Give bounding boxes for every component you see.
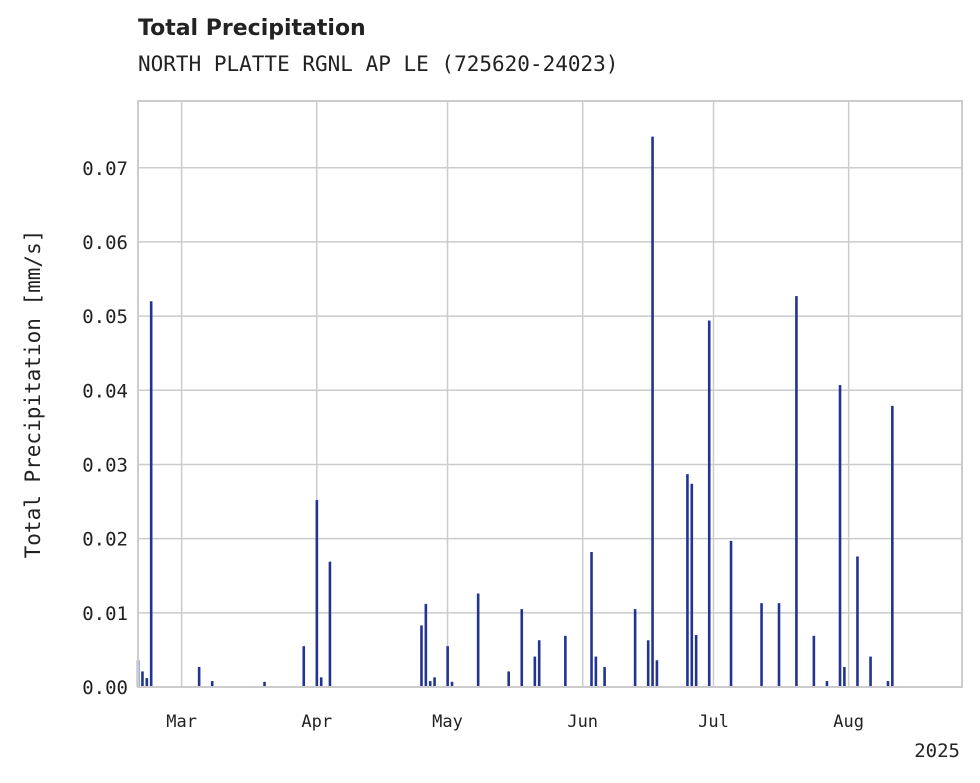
precipitation-bar (319, 677, 323, 687)
y-tick-label: 0.05 (82, 306, 128, 328)
precipitation-bar (603, 666, 606, 687)
precipitation-bar (594, 656, 598, 687)
x-tick-label: Jun (567, 712, 598, 732)
precipitation-bar (433, 677, 436, 687)
precipitation-bar (886, 681, 890, 687)
chart-title: Total Precipitation (138, 16, 366, 41)
precipitation-bar (655, 660, 659, 687)
precipitation-bar (197, 666, 201, 687)
grid-lines (138, 101, 962, 688)
precipitation-bar (141, 671, 144, 687)
precipitation-bar (694, 635, 698, 687)
precipitation-bar (145, 678, 149, 687)
y-tick-label: 0.02 (82, 529, 128, 551)
precipitation-bar (420, 625, 423, 687)
precipitation-bar (533, 656, 537, 687)
precipitation-bar (869, 656, 872, 687)
precipitation-bar (690, 483, 694, 687)
precipitation-bar (424, 603, 428, 687)
precipitation-bar (450, 681, 454, 687)
precipitation-bar (651, 136, 654, 688)
y-tick-label: 0.03 (82, 454, 128, 476)
precipitation-bar (263, 681, 266, 687)
precipitation-bar (686, 474, 689, 687)
y-tick-label: 0.04 (82, 380, 128, 402)
precipitation-bar (812, 635, 816, 687)
chart-subtitle: NORTH PLATTE RGNL AP LE (725620-24023) (138, 52, 619, 76)
precipitation-bar (843, 666, 846, 687)
x-tick-label: Mar (166, 712, 197, 732)
precipitation-bar (520, 609, 524, 687)
precipitation-bar (707, 320, 711, 687)
y-axis-label: Total Precipitation [mm/s] (21, 230, 45, 559)
precipitation-bar (633, 609, 637, 687)
precipitation-bar (838, 385, 842, 687)
precipitation-bar (564, 635, 567, 687)
precipitation-bar (428, 681, 432, 687)
precipitation-bar (149, 301, 153, 687)
x-tick-label: Apr (301, 712, 332, 732)
x-tick-label: Aug (833, 712, 864, 732)
y-tick-label: 0.01 (82, 603, 128, 625)
precipitation-bar (507, 671, 510, 687)
precipitation-bar (795, 296, 798, 687)
year-label: 2025 (914, 740, 960, 762)
bar-series (136, 136, 894, 688)
precipitation-bar (825, 681, 829, 687)
precipitation-bar (302, 646, 306, 687)
precipitation-bar (646, 640, 650, 687)
precipitation-bar (210, 681, 214, 687)
x-axis-ticks: Mar Apr May Jun Jul Aug (166, 712, 864, 732)
y-tick-label: 0.06 (82, 232, 128, 254)
precipitation-bar (446, 646, 449, 687)
y-axis-ticks: 0.00 0.01 0.02 0.03 0.04 0.05 0.06 0.07 (82, 158, 128, 699)
y-tick-label: 0.00 (82, 677, 128, 699)
precipitation-bar (315, 500, 319, 687)
precipitation-bar (729, 540, 733, 687)
x-tick-label: May (432, 712, 463, 732)
precipitation-bar (760, 603, 763, 687)
precipitation-bar (856, 556, 859, 687)
precipitation-bar (891, 405, 894, 687)
precipitation-bar (537, 640, 541, 687)
plot-frame (137, 100, 963, 688)
precipitation-bar (328, 561, 332, 687)
precipitation-bar (777, 603, 781, 687)
precipitation-bar (590, 551, 593, 687)
y-tick-label: 0.07 (82, 158, 128, 180)
precipitation-bar (476, 593, 480, 687)
x-tick-label: Jul (698, 712, 729, 732)
